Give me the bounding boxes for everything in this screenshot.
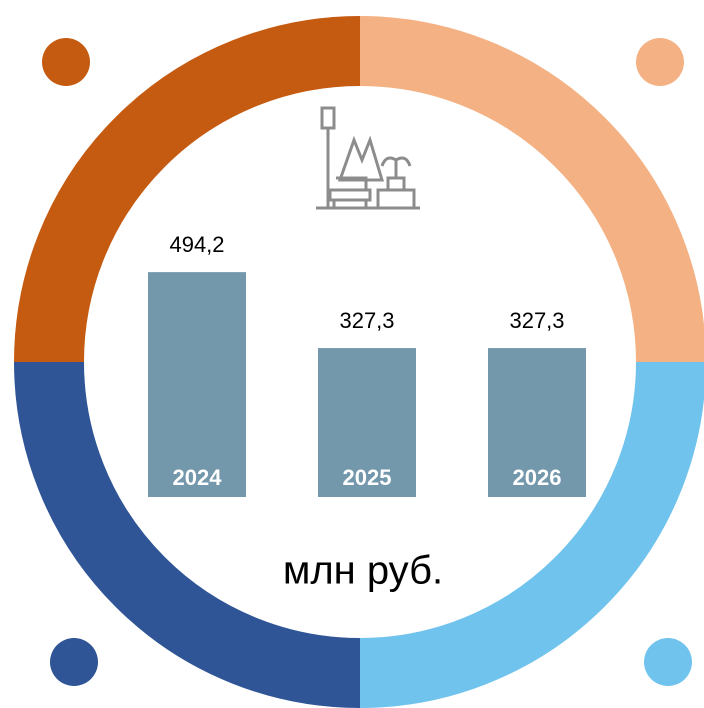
category-label: 2024: [173, 465, 223, 490]
category-label: 2025: [343, 465, 392, 490]
park-icon: [316, 106, 420, 210]
value-label: 327,3: [339, 308, 394, 333]
ring-segment: [359, 16, 704, 363]
ring-segment: [14, 16, 361, 363]
value-label: 494,2: [169, 232, 224, 257]
ring-segment: [14, 361, 361, 708]
category-label: 2026: [513, 465, 562, 490]
ring-segment: [359, 361, 704, 708]
value-label: 327,3: [509, 308, 564, 333]
corner-dot: [50, 638, 98, 686]
bar: [318, 348, 416, 497]
corner-dot: [644, 638, 692, 686]
unit-label: млн руб.: [283, 549, 443, 593]
bar: [148, 272, 246, 497]
corner-dot: [42, 38, 90, 86]
bars: 494,2 2024 327,3 2025 327,3 2026: [148, 232, 586, 497]
ring: [14, 16, 704, 708]
corner-dot: [636, 38, 684, 86]
bar: [488, 348, 586, 497]
